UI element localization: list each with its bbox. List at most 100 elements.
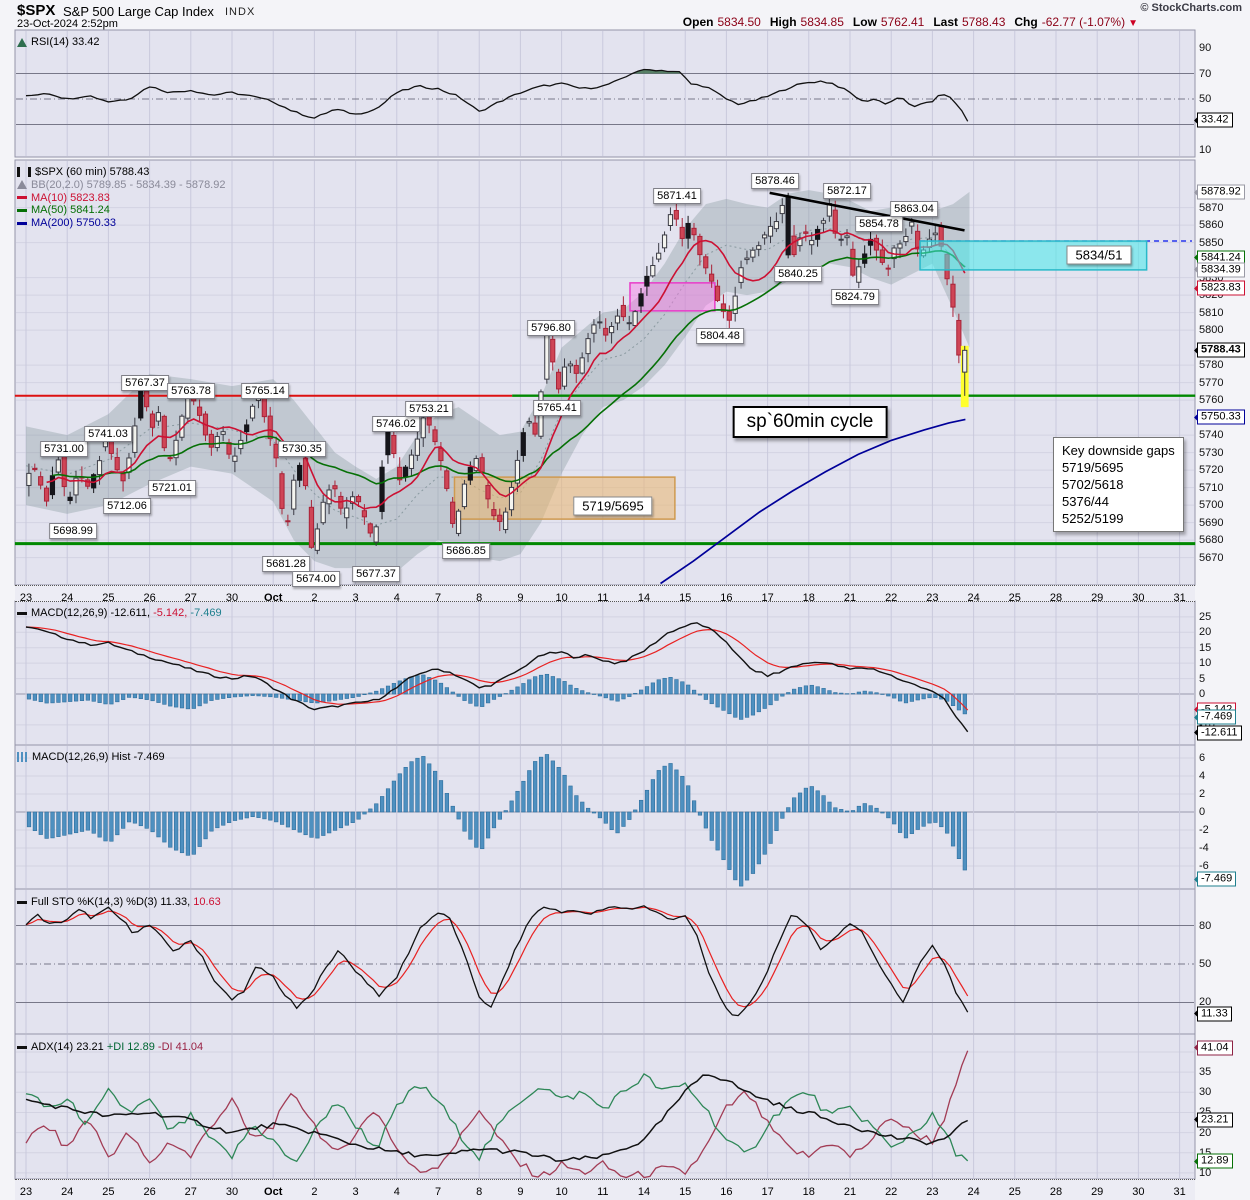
candle-body [844,235,850,239]
hist-bar [680,776,685,813]
macd-hist-bar [786,692,791,695]
hist-bar [603,811,608,824]
candle-body [579,357,585,374]
macd-hist-bar [668,677,673,695]
macd-hist-bar [662,677,667,695]
hist-bar [868,805,873,813]
hist-bar [768,811,773,844]
hist-bar [32,811,37,832]
hist-bar [26,811,32,828]
macd-hist-bar [227,693,232,698]
candle-body [520,432,526,456]
hist-bar [121,811,126,829]
candle-body [455,510,462,534]
macd-hist-bar [315,693,320,704]
macd-hist-bar [803,685,809,695]
sto-k-line [25,905,969,1017]
macd-hist-bar [268,693,273,698]
macd-hist-bar [945,693,950,702]
macd-hist-bar [327,693,332,702]
candle-body [297,464,303,481]
macd-hist-bar [538,674,544,695]
macd-hist-bar [809,684,814,695]
macd-hist-bar [491,693,497,700]
macd-hist-bar [26,693,32,700]
hist-bar [568,785,573,813]
macd-hist-bar [62,693,67,703]
hist-bar [68,811,73,835]
macd-hist-bar [921,693,926,700]
hist-bar [362,811,367,815]
macd-hist-bar [274,693,279,698]
hist-bar [403,767,408,813]
candle-body [173,439,179,459]
candle-body [385,428,391,456]
hist-bar [327,811,332,834]
macd-hist-bar [833,692,838,695]
macd-hist-bar [933,693,938,698]
candle-body [573,364,579,374]
candle-body [709,273,715,282]
candle-body [820,220,827,224]
candle-body [756,245,762,250]
hist-bar [262,811,267,820]
candle-body [285,520,291,523]
candle-body [667,214,674,226]
candle-body [102,439,109,448]
hist-bar [915,811,920,830]
candle-body [361,510,367,518]
candle-body [608,326,615,334]
macd-hist-bar [768,693,773,706]
candle-body [132,425,138,453]
candle-body [397,466,403,481]
macd-hist-bar [215,693,220,700]
macd-hist-bar [433,679,438,695]
hist-bar [203,811,208,840]
hist-bar [391,780,397,813]
candle-body [191,397,197,402]
macd-hist-bar [397,680,402,695]
macd-hist-bar [468,693,473,704]
macd-hist-bar [644,686,650,695]
macd-hist-bar [279,693,285,699]
macd-hist-bar [533,676,538,695]
macd-hist-bar [686,684,691,695]
candle-body [85,479,91,487]
macd-hist-bar [886,693,891,697]
ma10-line [46,229,966,510]
plus-di-line [25,1073,969,1163]
macd-hist-bar [427,677,432,695]
candle-body [144,390,150,408]
candle-body [526,421,532,424]
candle-body [803,231,809,234]
hist-bar [509,800,514,813]
down-trendline [769,191,965,232]
macd-hist-bar [591,693,597,695]
macd-hist-bar [527,679,532,695]
candle-body [473,458,479,472]
ma200-line [660,418,966,585]
macd-hist-bar [344,693,349,699]
candle-body [909,221,915,227]
macd-hist-bar [350,693,355,698]
candle-body [355,496,362,503]
hist-bar [321,811,326,836]
hist-bar [456,811,461,820]
candle-body [479,457,485,473]
hist-bar [244,811,249,819]
macd-hist-bar [780,693,785,697]
macd-hist-bar [880,693,885,695]
macd-hist-bar [497,693,502,697]
candle-body [691,227,697,236]
macd-hist-bar [103,693,108,705]
macd-hist-bar [262,693,267,697]
macd-hist-bar [597,693,603,697]
candle-body [373,526,379,543]
macd-hist-bar [580,690,585,695]
macd-hist-bar [144,693,149,700]
macd-hist-bar [650,682,655,695]
candle-body [850,248,856,276]
hist-bar [168,811,173,848]
hist-bar [62,811,67,836]
